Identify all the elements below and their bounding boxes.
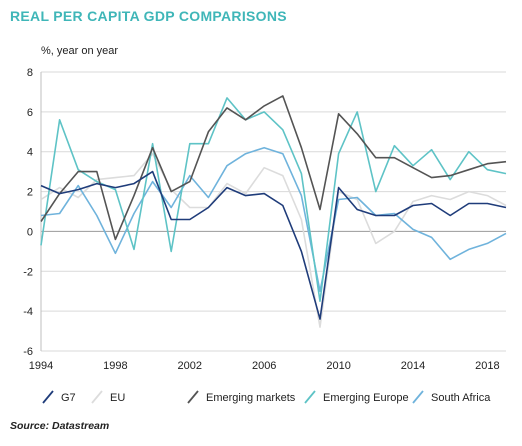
series-line-emerging-europe bbox=[40, 97, 507, 303]
y-tick-label: 2 bbox=[27, 187, 33, 199]
legend-label: South Africa bbox=[431, 392, 491, 404]
series-line-emerging-markets bbox=[40, 95, 507, 241]
legend-swatch-emerging-europe bbox=[304, 390, 316, 404]
gridlines bbox=[40, 71, 506, 352]
x-tick-labels: 1994 1998 2002 2006 2010 2014 2018 bbox=[29, 360, 500, 372]
series-lines bbox=[40, 95, 507, 328]
y-tick-labels: 8 6 4 2 0 -2 -4 -6 bbox=[23, 67, 33, 358]
legend-swatch-south-africa bbox=[412, 390, 424, 404]
x-tick-label: 2018 bbox=[475, 360, 499, 372]
y-tick-label: -4 bbox=[23, 306, 33, 318]
legend-swatch-emerging-markets bbox=[187, 390, 199, 404]
series-line-eu bbox=[40, 152, 507, 328]
legend-swatch-g7 bbox=[42, 390, 54, 404]
x-tick-label: 1998 bbox=[103, 360, 127, 372]
y-tick-label: -6 bbox=[23, 346, 33, 358]
y-tick-label: 6 bbox=[27, 107, 33, 119]
x-tick-label: 2010 bbox=[326, 360, 350, 372]
legend-label: Emerging markets bbox=[206, 392, 296, 404]
y-axis-unit-label: %, year on year bbox=[41, 45, 119, 57]
series-line-g7 bbox=[40, 170, 507, 320]
y-tick-label: 8 bbox=[27, 67, 33, 79]
x-tick-label: 2002 bbox=[178, 360, 202, 372]
legend-label: Emerging Europe bbox=[323, 392, 409, 404]
series-line-south-africa bbox=[40, 146, 507, 293]
x-tick-label: 2014 bbox=[401, 360, 425, 372]
legend-swatch-eu bbox=[91, 390, 103, 404]
legend-label: EU bbox=[110, 392, 125, 404]
y-tick-label: 0 bbox=[27, 226, 33, 238]
x-tick-label: 1994 bbox=[29, 360, 53, 372]
legend: G7 EU Emerging markets Emerging Europe South… bbox=[42, 390, 491, 404]
x-tick-label: 2006 bbox=[252, 360, 276, 372]
y-tick-label: 4 bbox=[27, 147, 33, 159]
chart-title: REAL PER CAPITA GDP COMPARISONS bbox=[10, 8, 287, 24]
source-note: Source: Datastream bbox=[10, 420, 110, 432]
legend-label: G7 bbox=[61, 392, 76, 404]
y-tick-label: -2 bbox=[23, 266, 33, 278]
